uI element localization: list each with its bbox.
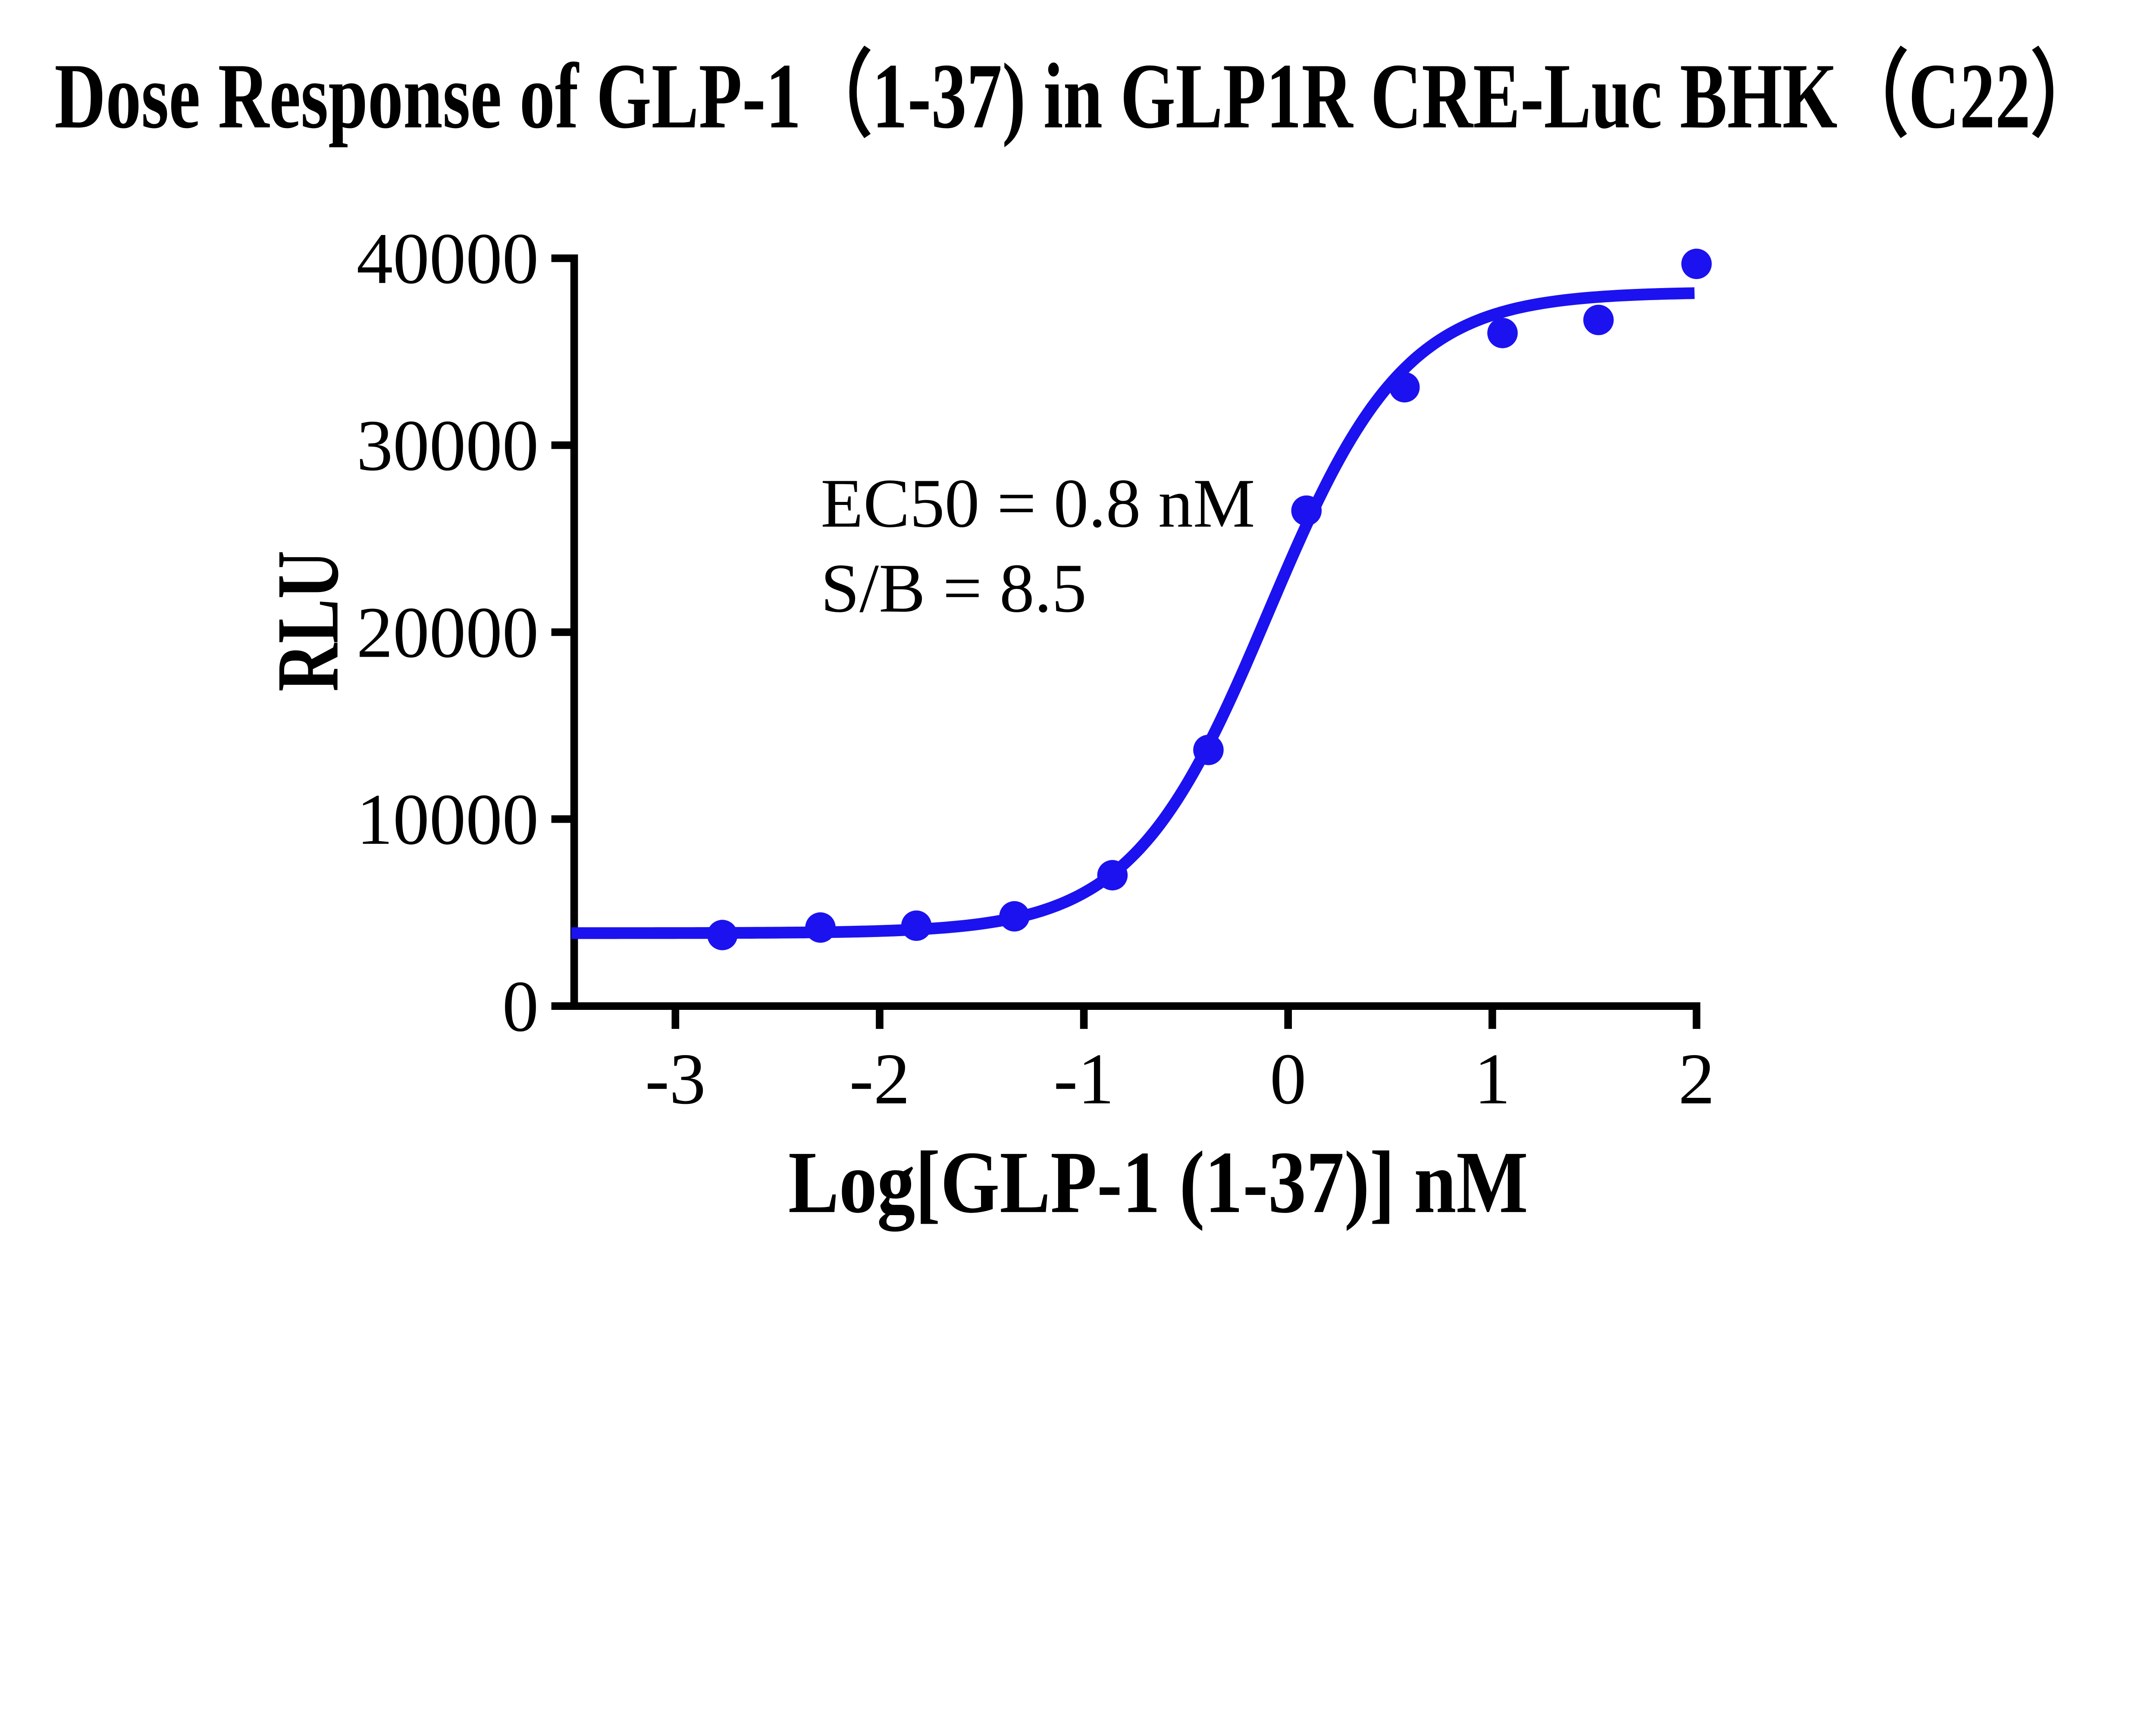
data-point-marker <box>1583 304 1614 335</box>
y-tick-label: 10000 <box>357 779 539 860</box>
y-tick-label: 20000 <box>357 592 539 673</box>
annotation-sb: S/B = 8.5 <box>821 549 1087 627</box>
data-points-layer <box>707 248 1712 950</box>
data-point-marker <box>901 910 932 941</box>
dose-response-figure: 0 10000 20000 30000 40000 -3 -2 -1 0 1 2 Dose Resp… <box>54 44 2102 1232</box>
data-point-marker <box>1681 248 1712 279</box>
chart-title: Dose Response of GLP-1（1-37) in GLP1R CR… <box>54 44 2101 147</box>
x-axis-title: Log[GLP-1 (1-37)] nM <box>788 1133 1528 1232</box>
data-point-marker <box>1193 734 1224 765</box>
dose-response-chart: 0 10000 20000 30000 40000 -3 -2 -1 0 1 2 Dose Resp… <box>54 44 2102 1232</box>
x-tick-label: -1 <box>1053 1038 1114 1119</box>
x-tick-label: 2 <box>1678 1038 1714 1119</box>
fit-curve-layer <box>569 287 1696 939</box>
data-point-marker <box>805 912 836 943</box>
y-axis-title: RLU <box>259 551 357 692</box>
data-point-marker <box>1389 372 1420 403</box>
x-tick-label: 1 <box>1474 1038 1510 1119</box>
data-point-marker <box>999 901 1030 932</box>
fit-curve <box>569 287 1696 939</box>
axes: 0 10000 20000 30000 40000 -3 -2 -1 0 1 2 <box>357 218 1715 1119</box>
x-tick-label: -2 <box>849 1038 910 1119</box>
y-tick-label: 40000 <box>357 218 539 299</box>
y-tick-label: 0 <box>502 965 539 1047</box>
y-tick-label: 30000 <box>357 405 539 486</box>
annotation-ec50: EC50 = 0.8 nM <box>821 464 1255 542</box>
data-point-marker <box>1291 495 1322 526</box>
data-point-marker <box>707 920 738 950</box>
data-point-marker <box>1487 318 1518 348</box>
data-point-marker <box>1097 860 1128 890</box>
x-tick-label: 0 <box>1270 1038 1307 1119</box>
x-tick-label: -3 <box>645 1038 706 1119</box>
